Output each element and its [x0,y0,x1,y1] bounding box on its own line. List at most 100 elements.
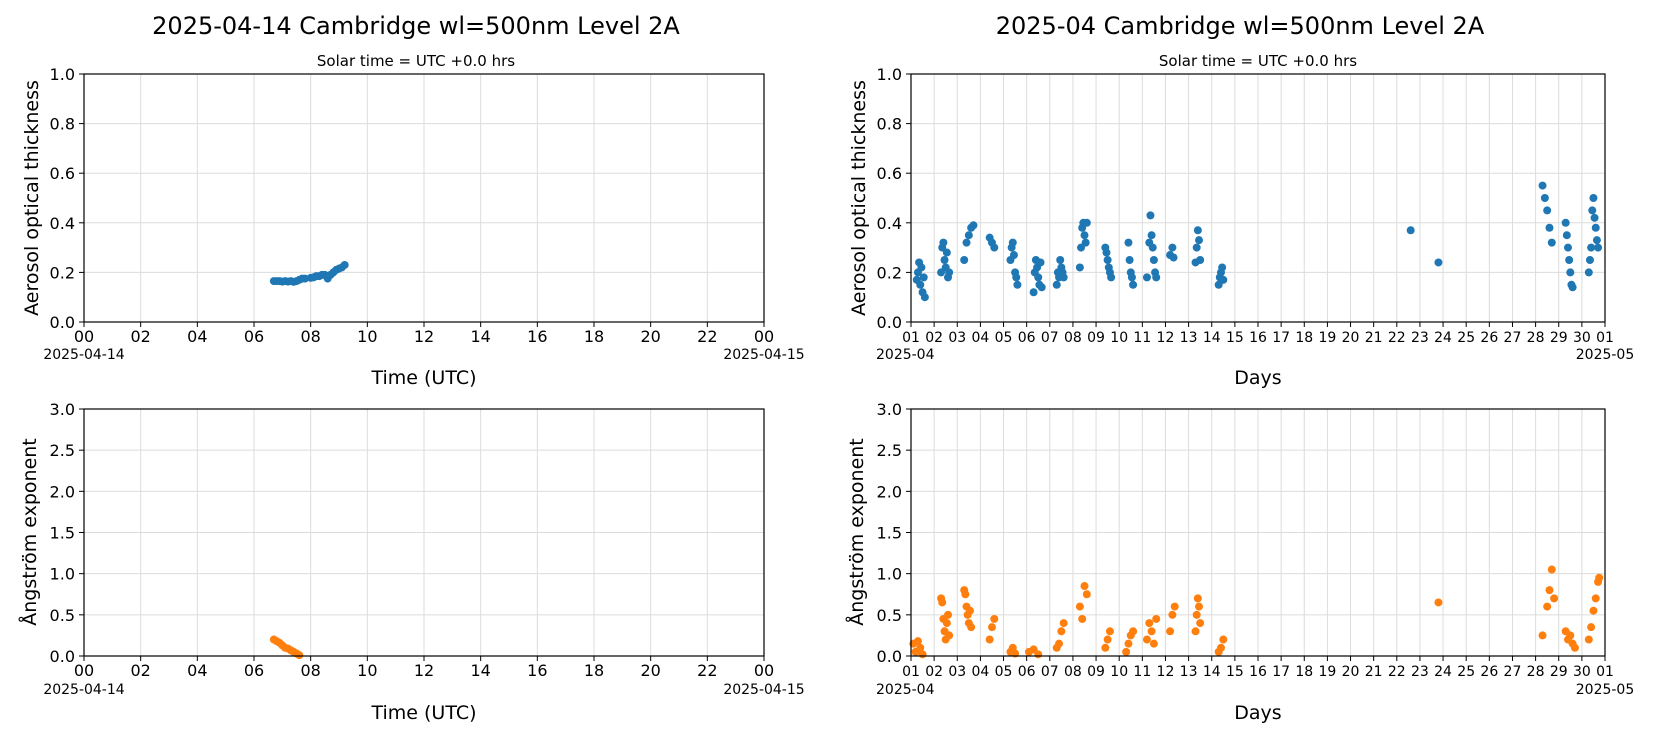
data-point [1127,273,1136,282]
y-tick-label: 0.8 [877,115,902,134]
y-tick-label: 0.0 [50,313,75,332]
month-aot-xticks: 01 02 03 04 05 06 07 08 09 10 11 12 13 14 15 16 17 18 19 20… [902,322,1614,346]
data-point [1550,594,1559,603]
month-angstrom-date-start: 2025-04 [876,682,935,698]
month-aot-xlabel: Days [1234,367,1281,389]
data-point [1566,631,1575,640]
x-tick-label: 16 [527,661,547,680]
data-point [1145,619,1154,628]
x-tick-label: 12 [414,327,434,346]
data-point [1055,639,1064,648]
x-tick-label: 08 [1064,330,1082,346]
x-tick-label: 20 [640,327,660,346]
data-point [1595,573,1604,582]
x-tick-label: 02 [130,327,150,346]
x-tick-label: 01 [902,664,920,680]
x-tick-label: 02 [925,664,943,680]
day-aot-grid [83,73,765,323]
x-tick-label: 20 [1342,330,1360,346]
y-tick-label: 1.0 [50,565,75,584]
panel-month-angstrom: 01 02 03 04 05 06 07 08 09 10 11 12 13 14 15 16 17 18 19 20… [845,400,1634,724]
data-point [965,606,974,615]
x-tick-label: 16 [1249,664,1267,680]
data-point [1218,263,1227,272]
data-point [1013,280,1022,289]
data-point [1193,594,1202,603]
x-tick-label: 26 [1480,330,1498,346]
data-point [938,598,947,607]
x-tick-label: 08 [300,661,320,680]
x-tick-label: 23 [1411,330,1429,346]
y-tick-label: 2.5 [50,441,75,460]
day-angstrom-xlabel: Time (UTC) [370,702,476,724]
data-point [1195,602,1204,611]
x-tick-label: 29 [1550,664,1568,680]
data-point [1566,268,1575,277]
data-point [1034,650,1043,659]
data-point [1587,243,1596,252]
x-tick-label: 13 [1180,330,1198,346]
data-point [1562,231,1571,240]
x-tick-label: 17 [1272,664,1290,680]
data-point [962,238,971,247]
x-tick-label: 30 [1573,330,1591,346]
data-point [1589,194,1598,202]
day-aot-date-end: 2025-04-15 [723,347,804,363]
month-angstrom-yticks: 0.0 0.5 1.0 1.5 2.0 2.5 3.0 [877,400,911,666]
data-point [1101,643,1110,652]
panel-day-angstrom: 00 02 04 06 08 10 12 14 16 18 20 22 00 0.0 0.5 1.0 1.5 2… [18,400,805,724]
data-point [1122,647,1131,656]
data-point [1125,256,1134,264]
data-point [1594,243,1603,252]
data-point [1170,602,1179,611]
data-point [1168,610,1177,619]
data-point [1219,275,1228,284]
data-point [1589,606,1598,615]
x-tick-label: 22 [697,327,717,346]
data-point [1149,639,1158,648]
data-point [1545,586,1554,595]
month-angstrom-date-end: 2025-05 [1576,682,1635,698]
data-point [1124,238,1133,247]
data-point [1056,256,1065,264]
day-angstrom-ylabel: Ångström exponent [18,438,41,626]
x-tick-label: 09 [1087,664,1105,680]
x-tick-label: 05 [995,664,1013,680]
y-tick-label: 0.0 [877,313,902,332]
y-tick-label: 2.5 [877,441,902,460]
x-tick-label: 04 [971,330,989,346]
data-point [1129,280,1138,289]
data-point [916,643,925,652]
panel-day-aot: 2025-04-14 Cambridge wl=500nm Level 2A S… [21,12,805,389]
data-point [1540,194,1549,202]
x-tick-label: 30 [1573,664,1591,680]
data-point [1570,643,1579,652]
x-tick-label: 00 [74,327,94,346]
x-tick-label: 25 [1457,330,1475,346]
x-tick-label: 05 [995,330,1013,346]
x-tick-label: 04 [971,664,989,680]
x-tick-label: 22 [697,661,717,680]
day-aot-subtitle: Solar time = UTC +0.0 hrs [317,52,515,70]
data-point [1081,238,1090,247]
y-tick-label: 1.0 [50,65,75,84]
x-tick-label: 07 [1041,330,1059,346]
y-tick-label: 1.0 [877,65,902,84]
day-angstrom-xticks: 00 02 04 06 08 10 12 14 16 18 20 22 00 [74,656,774,680]
x-tick-label: 09 [1087,330,1105,346]
x-tick-label: 03 [948,664,966,680]
day-angstrom-date-start: 2025-04-14 [43,682,124,698]
x-tick-label: 11 [1133,330,1151,346]
x-tick-label: 21 [1365,330,1383,346]
x-tick-label: 19 [1318,330,1336,346]
y-tick-label: 0.4 [50,214,75,233]
data-point [1538,181,1547,190]
data-point [942,619,951,628]
data-point [1036,258,1045,267]
data-point [1103,635,1112,644]
y-tick-label: 0.8 [50,115,75,134]
data-point [1037,283,1046,292]
month-aot-date-start: 2025-04 [876,347,935,363]
x-tick-label: 00 [74,661,94,680]
